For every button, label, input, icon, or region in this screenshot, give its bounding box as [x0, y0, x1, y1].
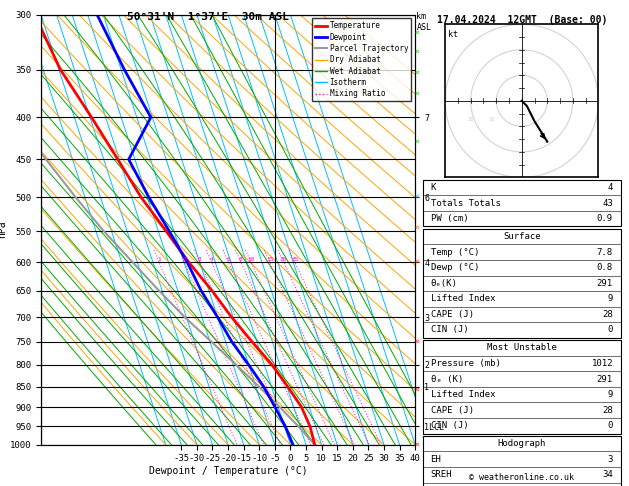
- Text: 3: 3: [198, 257, 202, 262]
- Text: «: «: [415, 192, 420, 202]
- Text: 25: 25: [291, 257, 299, 262]
- Text: CIN (J): CIN (J): [431, 326, 468, 334]
- Text: 291: 291: [597, 279, 613, 288]
- Text: 34: 34: [602, 470, 613, 479]
- Text: Hodograph: Hodograph: [498, 439, 546, 448]
- Text: 3: 3: [608, 455, 613, 464]
- Text: «: «: [415, 138, 420, 146]
- Text: «: «: [415, 258, 420, 267]
- X-axis label: Dewpoint / Temperature (°C): Dewpoint / Temperature (°C): [148, 466, 308, 476]
- Text: 6: 6: [226, 257, 230, 262]
- Text: 28: 28: [602, 406, 613, 415]
- Text: Temp (°C): Temp (°C): [431, 248, 479, 257]
- Text: Lifted Index: Lifted Index: [431, 390, 495, 399]
- Text: 43: 43: [602, 199, 613, 208]
- Text: «: «: [415, 440, 420, 449]
- Text: 9: 9: [608, 295, 613, 303]
- Text: 15: 15: [266, 257, 274, 262]
- Text: 0: 0: [608, 421, 613, 430]
- Text: θₑ(K): θₑ(K): [431, 279, 457, 288]
- Text: 17.04.2024  12GMT  (Base: 00): 17.04.2024 12GMT (Base: 00): [437, 15, 607, 25]
- Text: «: «: [415, 28, 420, 37]
- Text: CAPE (J): CAPE (J): [431, 310, 474, 319]
- Text: 8: 8: [239, 257, 243, 262]
- Text: SREH: SREH: [431, 470, 452, 479]
- Text: Most Unstable: Most Unstable: [487, 344, 557, 352]
- Text: Surface: Surface: [503, 232, 540, 241]
- Text: EH: EH: [431, 455, 442, 464]
- Text: «: «: [415, 90, 420, 99]
- Text: 4: 4: [209, 257, 213, 262]
- Text: θₑ (K): θₑ (K): [431, 375, 463, 383]
- Text: Lifted Index: Lifted Index: [431, 295, 495, 303]
- Text: 1012: 1012: [591, 359, 613, 368]
- Text: CAPE (J): CAPE (J): [431, 406, 474, 415]
- Text: Dewp (°C): Dewp (°C): [431, 263, 479, 272]
- Text: K: K: [431, 183, 436, 192]
- Text: CIN (J): CIN (J): [431, 421, 468, 430]
- Text: kt: kt: [448, 31, 459, 39]
- Text: 20: 20: [280, 257, 287, 262]
- Text: 7.8: 7.8: [597, 248, 613, 257]
- Text: 4: 4: [608, 183, 613, 192]
- Text: «: «: [415, 385, 420, 394]
- Legend: Temperature, Dewpoint, Parcel Trajectory, Dry Adiabat, Wet Adiabat, Isotherm, Mi: Temperature, Dewpoint, Parcel Trajectory…: [312, 18, 411, 101]
- Y-axis label: hPa: hPa: [0, 221, 7, 239]
- Text: 28: 28: [602, 310, 613, 319]
- Text: km
ASL: km ASL: [416, 12, 431, 32]
- Text: 291: 291: [597, 375, 613, 383]
- Text: «: «: [415, 68, 420, 77]
- Text: 2: 2: [182, 257, 186, 262]
- Text: Totals Totals: Totals Totals: [431, 199, 501, 208]
- Text: 0.9: 0.9: [597, 214, 613, 223]
- Text: 50°31'N  1°37'E  30m ASL: 50°31'N 1°37'E 30m ASL: [126, 12, 289, 22]
- Text: 20: 20: [467, 117, 474, 122]
- Text: «: «: [415, 337, 420, 347]
- Text: «: «: [415, 224, 420, 233]
- Text: 0: 0: [608, 326, 613, 334]
- Text: © weatheronline.co.uk: © weatheronline.co.uk: [469, 473, 574, 482]
- Text: «: «: [415, 48, 420, 57]
- Text: PW (cm): PW (cm): [431, 214, 468, 223]
- Text: Pressure (mb): Pressure (mb): [431, 359, 501, 368]
- Text: 1: 1: [157, 257, 161, 262]
- Text: 10: 10: [247, 257, 255, 262]
- Text: 9: 9: [608, 390, 613, 399]
- Text: 0.8: 0.8: [597, 263, 613, 272]
- Text: 10: 10: [488, 117, 494, 122]
